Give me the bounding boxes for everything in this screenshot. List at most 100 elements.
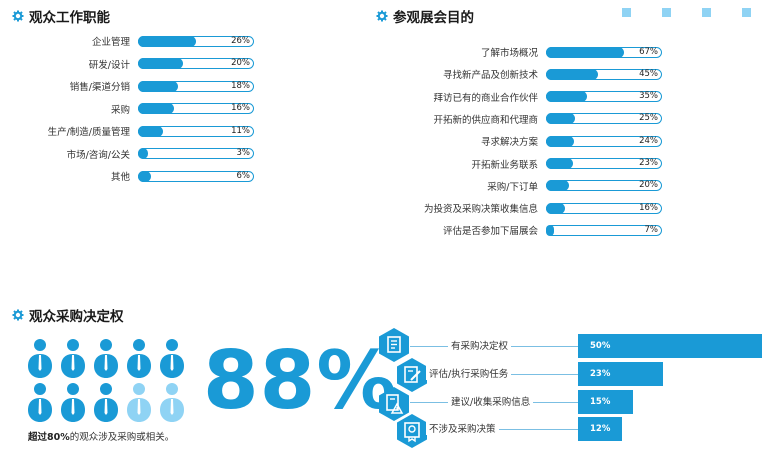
person-icon	[127, 338, 151, 378]
bar-value: 25%	[639, 113, 658, 124]
bar-label: 市场/咨询/公关	[66, 149, 130, 161]
caption-rest: 的观众涉及采购或相关。	[69, 432, 175, 443]
decision-label: 不涉及采购决策	[426, 421, 499, 435]
document-edit-icon	[396, 357, 428, 393]
bar-fill	[138, 103, 174, 114]
bar-value: 16%	[639, 202, 658, 213]
bar-value: 24%	[639, 135, 658, 146]
bar-row: 开拓新业务联系 23%	[338, 157, 662, 171]
bar-track: 11%	[138, 125, 254, 137]
bar-fill	[138, 148, 148, 159]
decor-square	[742, 8, 751, 17]
decision-bar: 50%	[578, 334, 762, 358]
bar-row: 销售/渠道分销 18%	[0, 79, 254, 93]
bar-label: 开拓新的供应商和代理商	[433, 114, 538, 126]
bar-label: 寻找新产品及创新技术	[442, 70, 538, 82]
bar-fill	[546, 46, 624, 58]
job-function-title-text: 观众工作职能	[29, 10, 110, 26]
person-icon	[94, 382, 118, 422]
bar-value: 3%	[236, 148, 251, 158]
bar-row: 采购 16%	[0, 102, 254, 116]
bar-track: 67%	[546, 46, 662, 58]
bar-row: 寻求解决方案 24%	[338, 134, 662, 148]
bar-value: 35%	[639, 91, 658, 102]
decor-square	[662, 8, 671, 17]
bar-row: 市场/咨询/公关 3%	[0, 147, 254, 161]
bar-label: 为投资及采购决策收集信息	[423, 204, 538, 216]
decision-bar: 12%	[578, 417, 623, 441]
decor-square	[702, 8, 711, 17]
bar-label: 生产/制造/质量管理	[47, 127, 130, 138]
bar-track: 18%	[138, 80, 254, 92]
bar-fill	[138, 80, 179, 92]
bar-row: 研发/设计 20%	[0, 57, 254, 71]
bar-track: 20%	[546, 180, 662, 192]
visit-purpose-title: 参观展会目的	[376, 6, 474, 26]
big-percent: 88%	[203, 334, 398, 427]
bar-track: 7%	[546, 224, 662, 236]
bar-fill	[546, 180, 570, 192]
person-icon	[28, 338, 52, 378]
bar-row: 寻找新产品及创新技术 45%	[338, 67, 662, 81]
gear-icon	[376, 10, 388, 22]
bar-row: 企业管理 26%	[0, 34, 254, 48]
bar-row: 其他 6%	[0, 169, 254, 183]
people-pictogram	[28, 338, 193, 422]
caption-bold: 超过80%	[28, 432, 70, 443]
bar-label: 评估是否参加下届展会	[442, 226, 538, 238]
bar-track: 6%	[138, 170, 254, 182]
decor-square	[622, 8, 631, 17]
bar-row: 生产/制造/质量管理 11%	[0, 124, 254, 138]
bar-label: 寻求解决方案	[480, 137, 538, 149]
bar-value: 20%	[639, 180, 658, 191]
bar-fill	[138, 170, 152, 182]
bar-value: 18%	[231, 80, 250, 91]
bar-track: 16%	[138, 103, 254, 114]
bar-track: 20%	[138, 58, 254, 69]
bar-fill	[546, 158, 573, 169]
bar-value: 45%	[639, 68, 658, 79]
bar-track: 26%	[138, 35, 254, 47]
bar-fill	[138, 58, 183, 69]
bar-row: 开拓新的供应商和代理商 25%	[338, 112, 662, 126]
bar-fill	[546, 91, 587, 103]
decision-bar: 23%	[578, 362, 663, 386]
document-list-icon	[378, 327, 410, 363]
bar-row: 为投资及采购决策收集信息 16%	[338, 201, 662, 215]
decision-bar: 15%	[578, 390, 634, 414]
certificate-icon	[396, 413, 428, 449]
gear-icon	[12, 309, 24, 321]
person-icon	[160, 382, 184, 422]
bar-value: 67%	[639, 46, 658, 57]
visit-purpose-title-text: 参观展会目的	[393, 10, 474, 26]
bar-track: 25%	[546, 113, 662, 125]
decision-label: 建议/收集采购信息	[448, 394, 534, 408]
bar-label: 开拓新业务联系	[471, 159, 538, 171]
bar-label: 采购	[110, 104, 130, 116]
bar-label: 其他	[110, 172, 130, 183]
purchasing-caption: 超过80%的观众涉及采购或相关。	[28, 429, 174, 443]
decision-value: 15%	[590, 397, 611, 407]
gear-icon	[12, 10, 24, 22]
bar-track: 16%	[546, 202, 662, 214]
bar-label: 拜访已有的商业合作伙伴	[433, 92, 538, 104]
bar-track: 45%	[546, 68, 662, 80]
bar-track: 24%	[546, 135, 662, 147]
bar-track: 35%	[546, 91, 662, 103]
bar-track: 3%	[138, 148, 254, 159]
person-icon	[94, 338, 118, 378]
bar-label: 采购/下订单	[487, 181, 538, 193]
person-icon	[28, 382, 52, 422]
bar-fill	[546, 202, 565, 214]
bar-label: 企业管理	[91, 37, 130, 48]
bar-fill	[138, 35, 196, 47]
decision-label: 评估/执行采购任务	[426, 366, 512, 380]
decision-value: 12%	[590, 424, 611, 434]
job-function-title: 观众工作职能	[12, 6, 110, 26]
purchasing-title: 观众采购决定权	[12, 305, 124, 325]
bar-value: 7%	[644, 224, 659, 235]
bar-fill	[546, 113, 575, 125]
bar-row: 评估是否参加下届展会 7%	[338, 223, 662, 237]
bar-value: 6%	[236, 170, 251, 181]
connector-line	[428, 429, 578, 430]
